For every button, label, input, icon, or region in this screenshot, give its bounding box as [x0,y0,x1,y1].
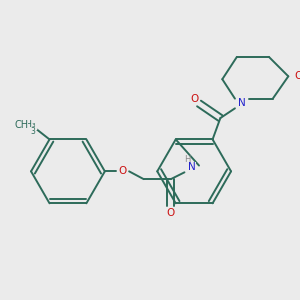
Text: H: H [184,155,190,164]
Text: 3: 3 [30,127,35,136]
Text: CH: CH [14,120,28,130]
Text: O: O [190,94,198,103]
Text: N: N [238,98,246,109]
Text: CH₃: CH₃ [20,120,37,129]
Text: N: N [188,163,196,172]
Text: O: O [167,208,175,218]
Text: O: O [118,167,126,176]
Text: O: O [294,71,300,81]
